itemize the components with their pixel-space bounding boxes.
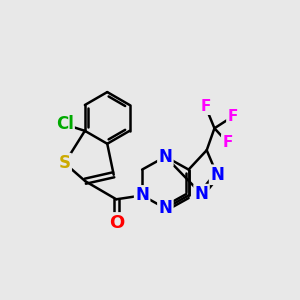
Text: F: F [200,99,211,114]
Text: Cl: Cl [56,116,74,134]
Text: N: N [195,185,208,203]
Text: N: N [135,186,149,204]
Text: N: N [158,148,172,166]
Text: F: F [222,135,233,150]
Text: O: O [109,214,124,232]
Text: N: N [210,166,224,184]
Text: N: N [158,199,172,217]
Text: F: F [227,109,238,124]
Text: S: S [58,154,70,172]
